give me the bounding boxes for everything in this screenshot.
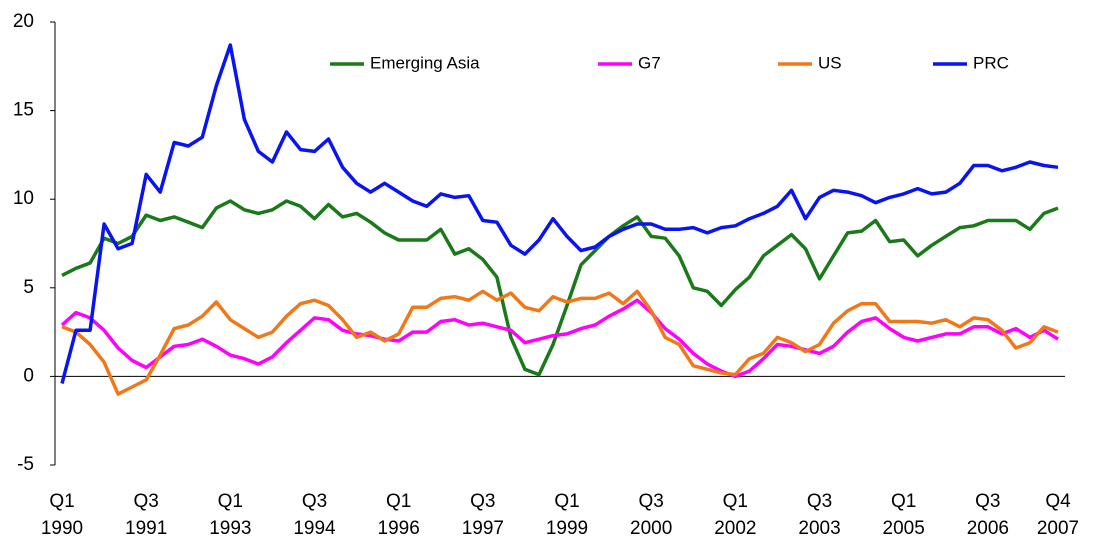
legend-label: US [818, 53, 842, 72]
y-tick-label: 20 [13, 11, 34, 32]
x-tick-label: Q3 1994 [293, 491, 336, 539]
x-tick-label: Q1 2002 [714, 491, 757, 539]
x-tick-label: Q1 1990 [40, 491, 84, 539]
series-line [61, 199, 1059, 377]
x-tick-label: Q1 1999 [545, 491, 589, 539]
x-tick-label: Q3 2003 [798, 491, 841, 539]
x-tick-label: Q3 1997 [461, 491, 504, 539]
x-tick-label: Q1 1993 [209, 491, 252, 539]
x-tick-label: Q3 2006 [966, 491, 1009, 539]
legend-label: PRC [973, 53, 1009, 72]
y-tick-label: -5 [17, 454, 34, 475]
y-tick-label: 0 [23, 365, 34, 386]
x-tick-label: Q4 2007 [1036, 491, 1080, 539]
series-line [61, 289, 1059, 396]
legend-label: Emerging Asia [370, 53, 480, 72]
x-tick-label: Q1 1996 [377, 491, 420, 539]
series-line [60, 43, 1059, 384]
y-tick-label: 10 [13, 188, 34, 209]
x-tick-label: Q3 2000 [630, 491, 673, 539]
legend-label: G7 [638, 53, 661, 72]
y-tick-label: 5 [23, 277, 34, 298]
y-tick-label: 15 [13, 100, 34, 121]
x-tick-label: Q1 2005 [882, 491, 925, 539]
series-line [60, 298, 1059, 379]
x-tick-label: Q3 1991 [125, 491, 168, 539]
